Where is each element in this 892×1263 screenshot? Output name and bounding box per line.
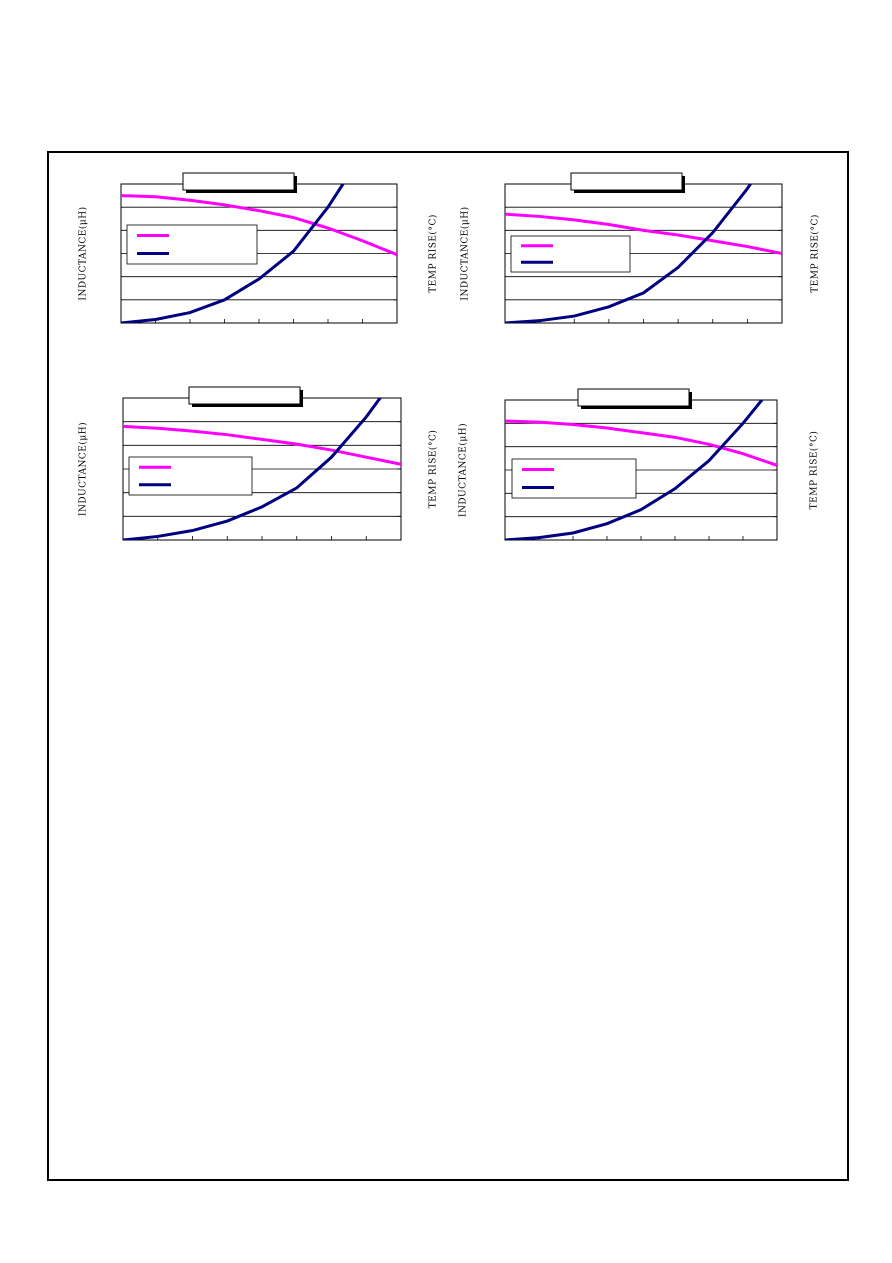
title-box <box>577 388 690 407</box>
series-line <box>121 184 345 323</box>
series-line <box>505 184 753 323</box>
title-box <box>182 172 295 191</box>
series-line <box>505 400 764 540</box>
y2-axis-label: TEMP RISE(°C) <box>428 214 439 293</box>
series-line <box>505 419 777 467</box>
series-line <box>121 194 397 257</box>
legend-box <box>510 235 631 273</box>
legend-box <box>128 456 253 496</box>
y-axis-label: INDUCTANCE(μH) <box>78 206 89 300</box>
series-line <box>505 212 782 255</box>
y-axis-label: INDUCTANCE(μH) <box>460 206 471 300</box>
legend-box <box>511 458 637 499</box>
legend-box <box>126 224 258 265</box>
page-frame <box>47 151 849 1181</box>
y2-axis-label: TEMP RISE(°C) <box>810 214 821 293</box>
series-line <box>123 424 401 466</box>
y2-axis-label: TEMP RISE(°C) <box>809 431 820 510</box>
y2-axis-label: TEMP RISE(°C) <box>428 430 439 509</box>
title-box <box>570 172 683 191</box>
title-box <box>188 386 301 405</box>
y-axis-label: INDUCTANCE(μH) <box>78 422 89 516</box>
y-axis-label: INDUCTANCE(μH) <box>458 423 469 517</box>
series-line <box>123 398 383 540</box>
